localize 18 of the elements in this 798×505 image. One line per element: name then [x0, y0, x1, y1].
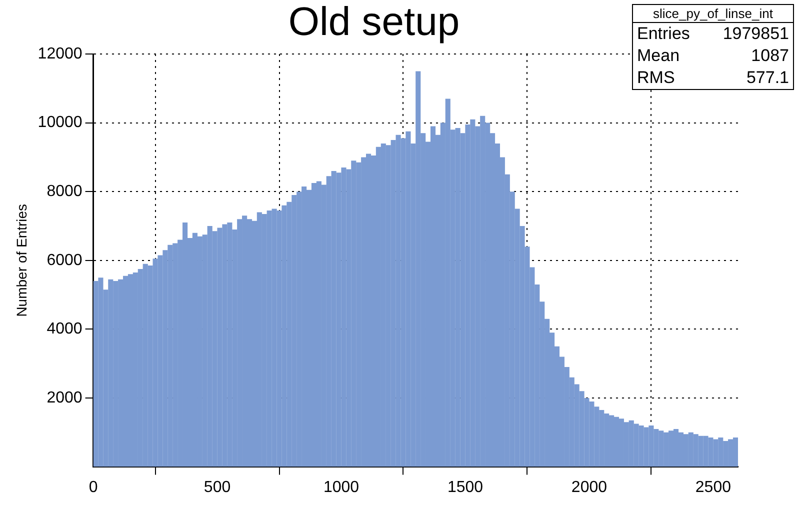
text: Mean 1087 [637, 46, 789, 65]
y-tick-label: 2000 [46, 389, 82, 406]
text: Entries 1979851 [637, 24, 789, 43]
text: slice_py_of_linse_int [633, 5, 793, 23]
x-tick-label: 2500 [695, 478, 732, 496]
x-tick-label: 1500 [447, 478, 484, 496]
x-tick-label: 2000 [571, 478, 608, 496]
y-tick-label: 6000 [46, 252, 82, 269]
y-axis-title: Number of Entries [13, 204, 30, 317]
x-tick-label: 1000 [323, 478, 360, 496]
y-tick-label: 4000 [46, 320, 82, 338]
text: RMS 577.1 [637, 68, 789, 87]
x-tick-label: 0 [88, 478, 98, 496]
y-tick-label: 8000 [46, 183, 82, 200]
x-tick-label: 500 [204, 478, 231, 496]
chart-title: Old setup [288, 0, 460, 44]
y-tick-label: 12000 [38, 45, 82, 62]
y-tick-label: 10000 [38, 114, 82, 132]
